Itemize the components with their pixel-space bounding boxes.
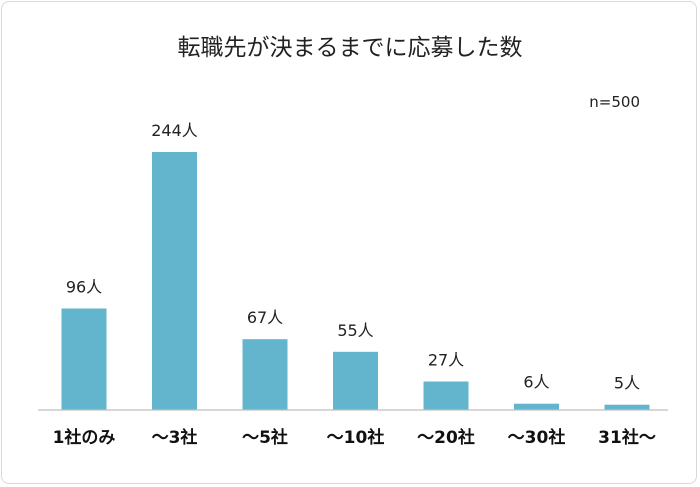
bar-3 [242,339,288,410]
value-label-4: 55人 [337,321,373,340]
sample-size-note: n=500 [589,93,640,111]
bar-4 [333,351,378,410]
value-label-5: 27人 [428,351,464,370]
chart-title: 転職先が決まるまでに応募した数 [178,35,523,61]
bar-group [61,152,650,410]
value-label-1: 96人 [66,278,102,297]
bar-2 [152,152,197,410]
bar-1 [61,308,107,410]
bar-5 [423,381,469,410]
category-label-2: ～3社 [152,427,198,448]
value-label-2: 244人 [151,121,198,140]
category-label-6: ～30社 [508,427,566,448]
category-label-5: ～20社 [417,427,475,448]
value-label-6: 6人 [523,373,549,392]
value-label-7: 5人 [614,374,640,393]
category-label-7: 31社～ [598,427,656,448]
category-label-group: 1社のみ ～3社 ～5社 ～10社 ～20社 ～30社 31社～ [53,427,656,448]
bar-6 [514,403,559,410]
bar-7 [604,404,650,410]
category-label-3: ～5社 [242,427,288,448]
category-label-4: ～10社 [327,427,385,448]
value-label-3: 67人 [247,308,283,327]
category-label-1: 1社のみ [53,427,116,448]
value-label-group: 96人 244人 67人 55人 27人 6人 5人 [66,121,640,393]
